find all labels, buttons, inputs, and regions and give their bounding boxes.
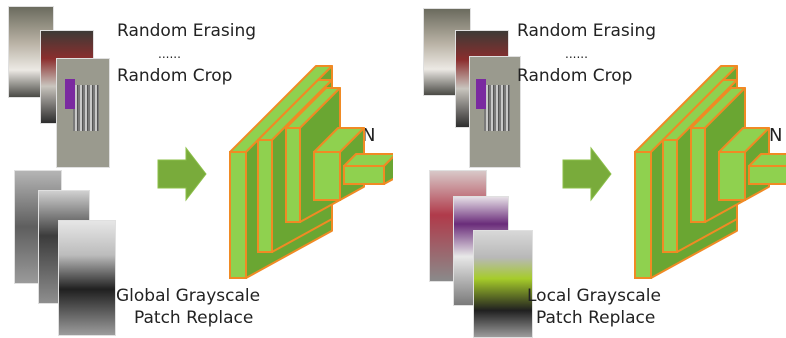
- person-purple-shirt: [65, 79, 75, 109]
- aug-label-random-crop: Random Crop: [517, 66, 633, 86]
- cnn-block-front: [718, 151, 746, 201]
- caption-line-1: Global Grayscale: [116, 286, 261, 306]
- cnn-block-front: [662, 139, 678, 253]
- erased-patch: [484, 85, 510, 131]
- aug-label-random-erasing: Random Erasing: [117, 21, 257, 41]
- caption-line-2: Patch Replace: [536, 308, 656, 328]
- cnn-block-front: [285, 127, 301, 223]
- cnn-block-front: [690, 127, 706, 223]
- person-photo-local-3: [473, 230, 533, 338]
- aug-label-dots: ......: [158, 47, 181, 61]
- person-photo-erased: [469, 56, 521, 168]
- caption-line-1: Local Grayscale: [527, 286, 661, 306]
- cnn-block-front: [313, 151, 341, 201]
- cnn-diagram: [562, 65, 786, 279]
- cnn-block-front: [229, 151, 247, 279]
- aug-label-random-erasing: Random Erasing: [517, 21, 657, 41]
- aug-label-dots: ......: [565, 47, 588, 61]
- arrow-icon: [157, 146, 207, 202]
- panel-local-grayscale: Random Erasing ...... Random Crop CNN Lo…: [393, 0, 786, 338]
- cnn-block-front: [634, 151, 652, 279]
- erased-patch: [73, 85, 99, 131]
- arrow-icon: [562, 146, 612, 202]
- caption-line-2: Patch Replace: [134, 308, 254, 328]
- cnn-block-front: [748, 165, 786, 185]
- cnn-block-front: [257, 139, 273, 253]
- panel-global-grayscale: Random Erasing ...... Random Crop CNN Gl…: [8, 6, 393, 336]
- person-purple-shirt: [476, 79, 486, 109]
- cnn-diagram: [157, 65, 393, 279]
- cnn-block-front: [343, 165, 385, 185]
- person-photo-erased: [56, 58, 110, 168]
- person-photo-gray-3: [58, 220, 116, 336]
- aug-label-random-crop: Random Crop: [117, 66, 233, 86]
